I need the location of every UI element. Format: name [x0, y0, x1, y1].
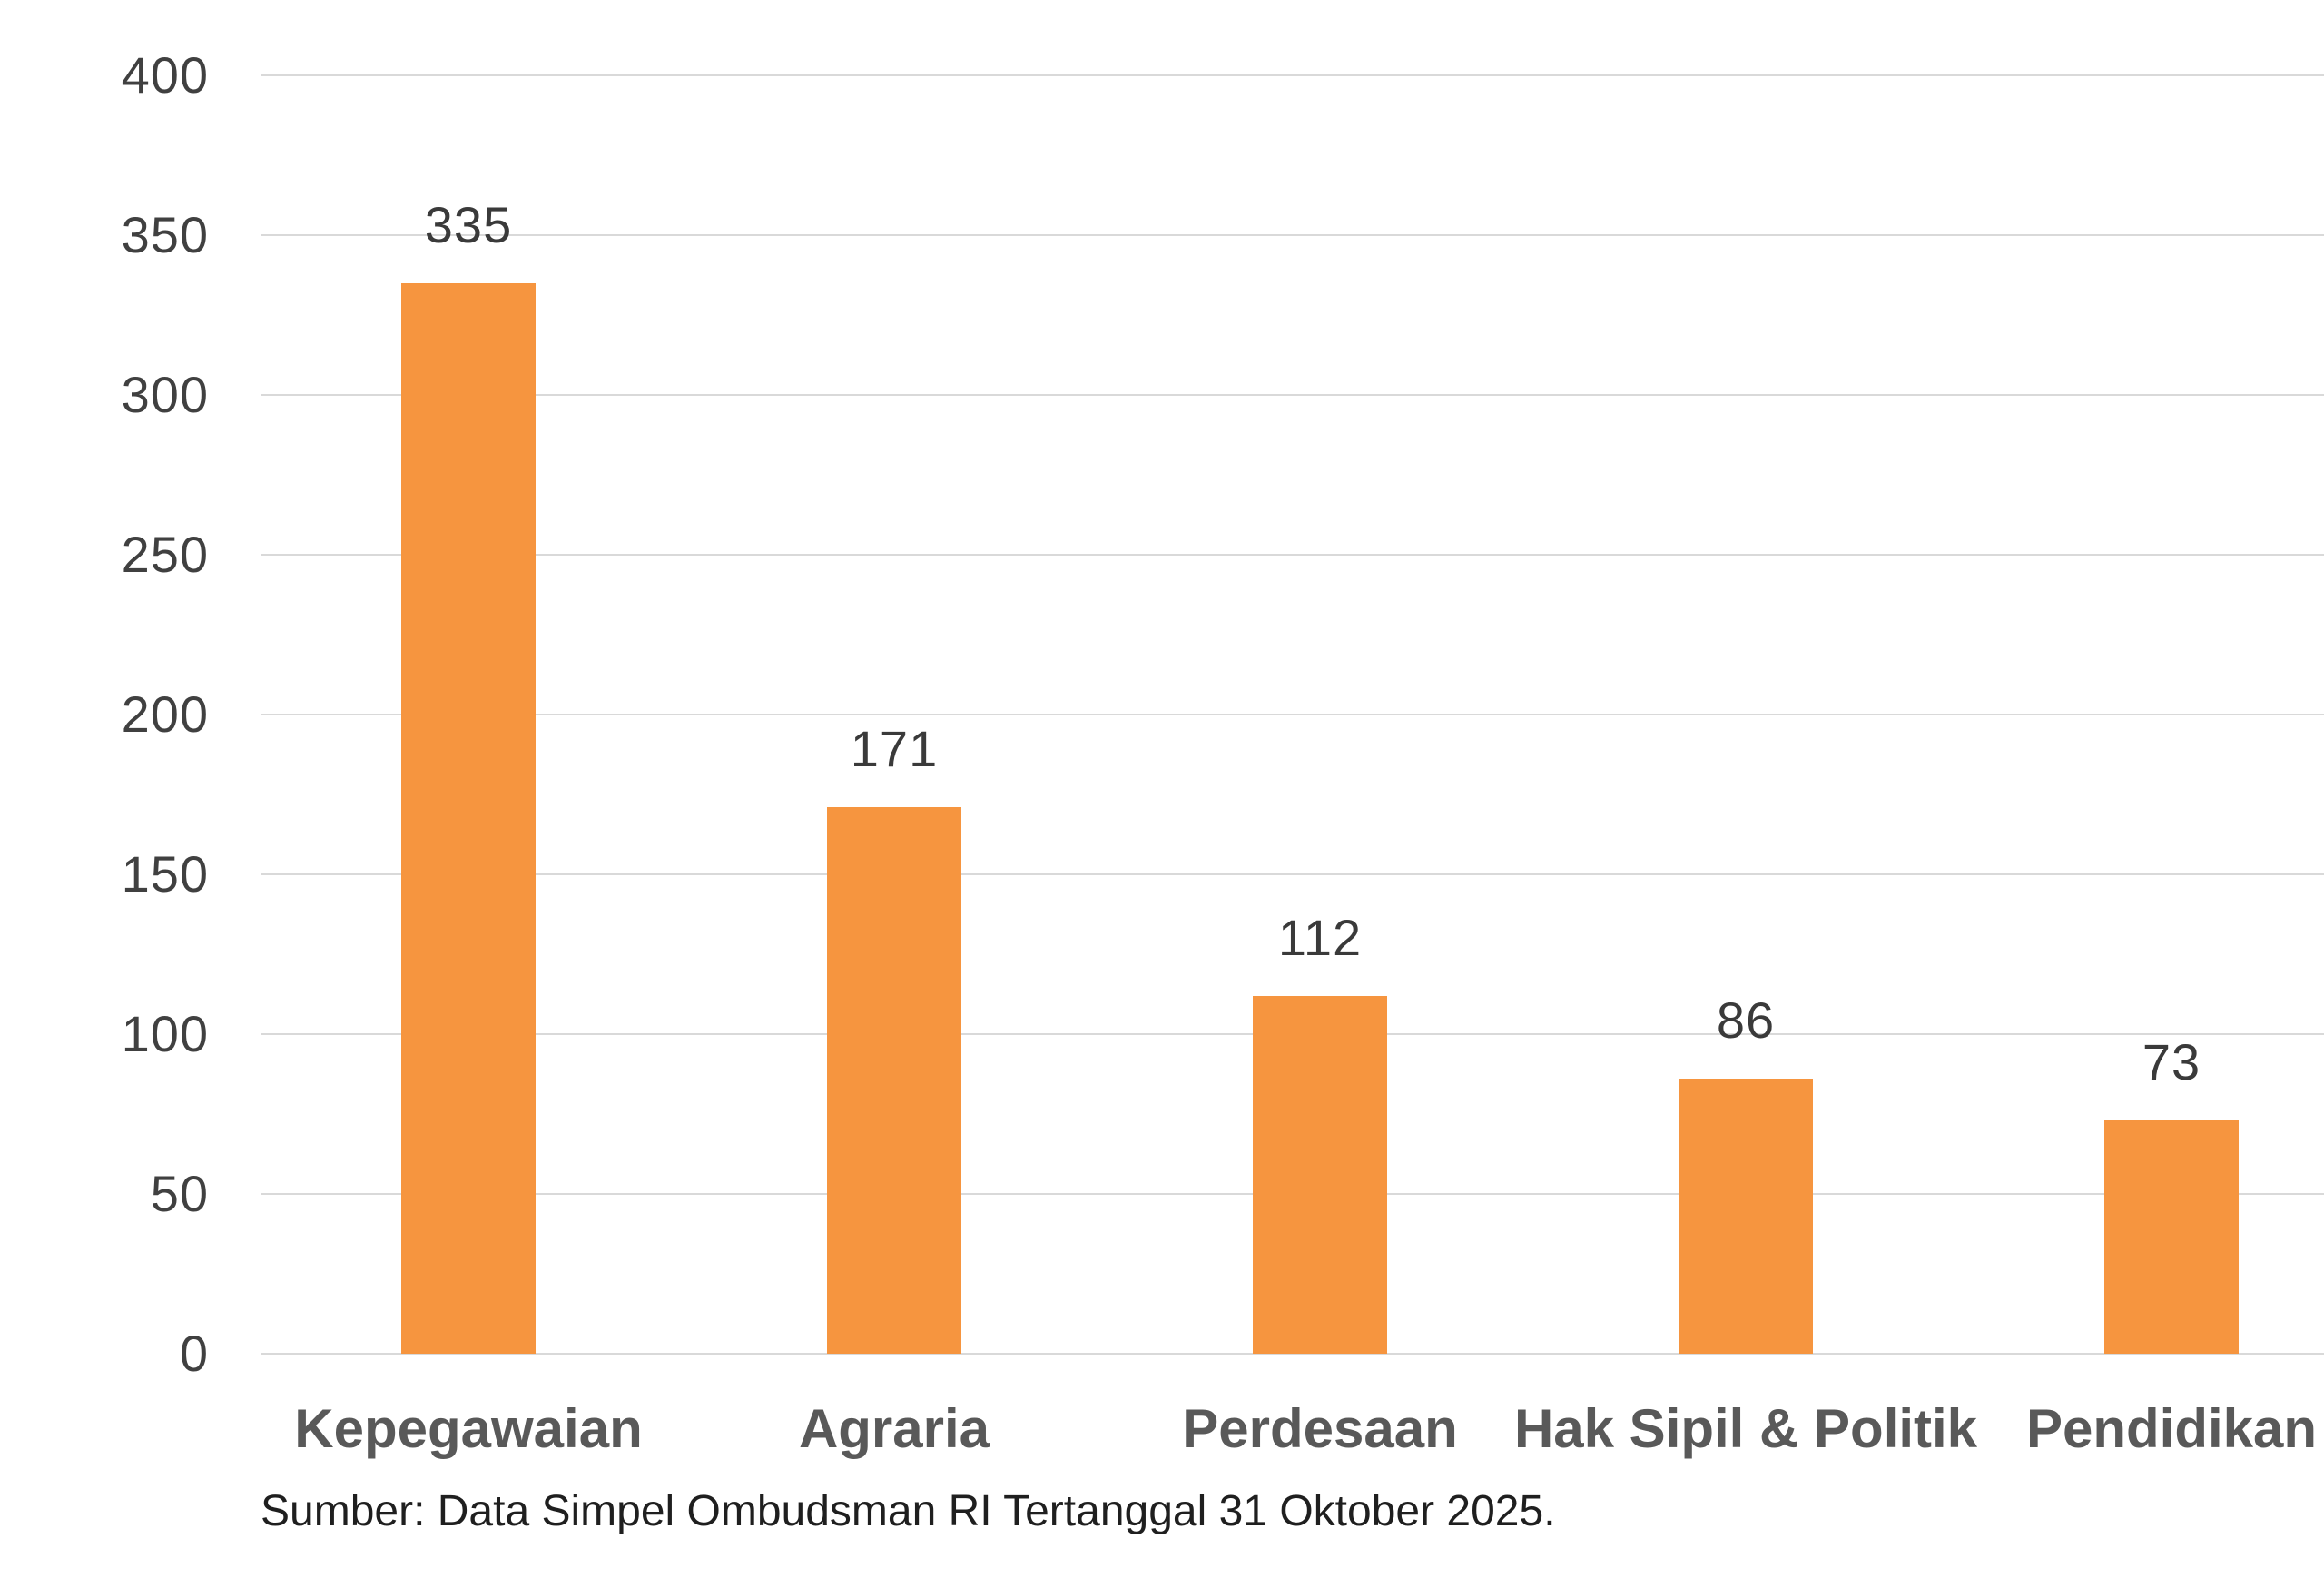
y-tick-label-300: 300 — [121, 366, 209, 423]
gridline-350 — [261, 234, 2324, 236]
gridline-150 — [261, 873, 2324, 875]
gridline-300 — [261, 394, 2324, 396]
bar-perdesaan — [1253, 995, 1387, 1354]
x-axis-label-kepegawaian: Kepegawaian — [294, 1398, 643, 1459]
bar-agraria — [827, 807, 961, 1354]
x-axis-label-pendidikan: Pendidikan — [2025, 1398, 2318, 1459]
y-tick-label-350: 350 — [121, 206, 209, 263]
bar-kepegawaian — [401, 282, 536, 1354]
y-tick-label-250: 250 — [121, 526, 209, 583]
gridline-250 — [261, 554, 2324, 556]
gridline-200 — [261, 714, 2324, 715]
y-tick-label-150: 150 — [121, 845, 209, 902]
data-label-perdesaan: 112 — [1277, 908, 1363, 966]
y-tick-label-0: 0 — [179, 1325, 209, 1382]
gridline-400 — [261, 74, 2324, 76]
x-axis-label-hak-sipil-politik: Hak Sipil & Politik — [1513, 1398, 1978, 1459]
source-note: Sumber: Data Simpel Ombudsman RI Tertang… — [261, 1487, 1556, 1535]
x-axis-label-perdesaan: Perdesaan — [1182, 1398, 1458, 1459]
data-label-agraria: 171 — [850, 720, 939, 778]
bar-pendidikan — [2104, 1120, 2239, 1354]
bar-hak-sipil-politik — [1679, 1079, 1813, 1354]
x-axis-label-agraria: Agraria — [798, 1398, 990, 1459]
y-tick-label-200: 200 — [121, 686, 209, 743]
y-tick-label-50: 50 — [150, 1165, 209, 1222]
y-tick-label-100: 100 — [121, 1005, 209, 1062]
gridline-0 — [261, 1353, 2324, 1355]
y-tick-label-400: 400 — [121, 46, 209, 104]
data-label-pendidikan: 73 — [2142, 1033, 2201, 1091]
data-label-kepegawaian: 335 — [424, 195, 513, 253]
data-label-hak-sipil-politik: 86 — [1716, 991, 1776, 1050]
